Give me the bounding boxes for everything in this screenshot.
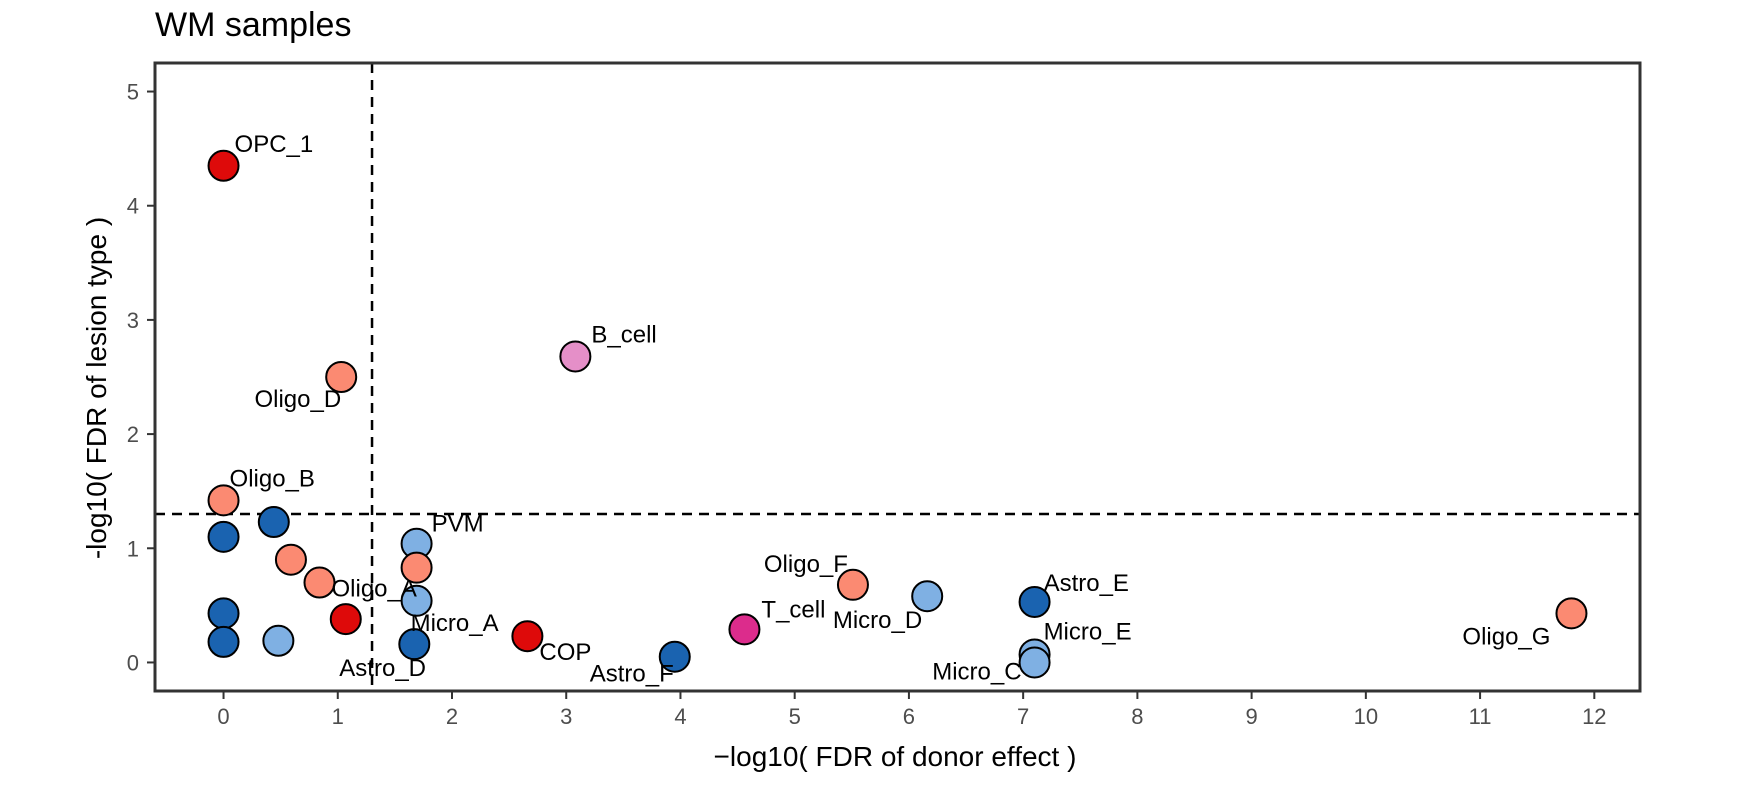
data-point xyxy=(1018,585,1051,618)
x-tick-label: 8 xyxy=(1131,704,1143,729)
data-point xyxy=(207,520,240,553)
point-label: PVM xyxy=(432,511,484,538)
data-point xyxy=(329,603,362,636)
data-point xyxy=(836,568,869,601)
point-label: B_cell xyxy=(591,321,656,348)
data-point xyxy=(207,597,240,630)
y-tick-label: 1 xyxy=(127,536,139,561)
y-tick-label: 3 xyxy=(127,308,139,333)
x-axis-label: −log10( FDR of donor effect ) xyxy=(714,741,1077,772)
data-point xyxy=(911,580,944,613)
data-point xyxy=(207,149,240,182)
point-label: T_cell xyxy=(761,596,825,623)
x-tick-label: 3 xyxy=(560,704,572,729)
point-label: Astro_D xyxy=(339,655,426,682)
plot-panel-border xyxy=(153,61,1642,693)
point-label: Micro_D xyxy=(833,607,922,634)
y-tick-label: 0 xyxy=(127,650,139,675)
x-tick-label: 5 xyxy=(789,704,801,729)
data-point xyxy=(398,628,431,661)
point-label: Oligo_F xyxy=(764,551,848,578)
data-point xyxy=(207,625,240,658)
x-tick-label: 6 xyxy=(903,704,915,729)
point-label: Micro_A xyxy=(411,610,499,637)
point-label: Oligo_G xyxy=(1462,623,1550,650)
data-point xyxy=(400,551,433,584)
x-tick-label: 11 xyxy=(1469,704,1492,729)
data-point xyxy=(274,543,307,576)
point-label: Astro_F xyxy=(590,661,674,688)
point-label: Oligo_D xyxy=(254,386,341,413)
y-tick-label: 5 xyxy=(127,80,139,105)
data-point xyxy=(303,566,336,599)
data-point xyxy=(559,340,592,373)
point-label: Micro_C xyxy=(932,658,1021,685)
point-label: Astro_E xyxy=(1044,570,1129,597)
x-tick-label: 0 xyxy=(217,704,229,729)
x-tick-label: 4 xyxy=(674,704,686,729)
data-point xyxy=(511,620,544,653)
x-tick-label: 2 xyxy=(446,704,458,729)
data-point xyxy=(658,640,691,673)
data-point xyxy=(325,361,358,393)
data-point xyxy=(262,624,295,657)
x-tick-label: 9 xyxy=(1245,704,1257,729)
point-label: Oligo_B xyxy=(230,465,315,492)
chart-title: WM samples xyxy=(155,6,351,44)
point-label: Oligo_A xyxy=(331,576,416,603)
data-point xyxy=(400,584,433,617)
x-tick-label: 7 xyxy=(1017,704,1029,729)
data-point xyxy=(207,484,240,517)
point-label: OPC_1 xyxy=(235,131,314,158)
point-label: Micro_E xyxy=(1044,618,1132,645)
point-label: COP xyxy=(539,639,591,666)
data-point xyxy=(1555,597,1588,630)
x-tick-label: 12 xyxy=(1582,704,1606,729)
y-tick-label: 2 xyxy=(127,422,139,447)
data-point xyxy=(257,506,290,539)
y-axis-label: -log10( FDR of lesion type ) xyxy=(81,217,112,559)
data-point xyxy=(1018,646,1051,679)
x-tick-label: 10 xyxy=(1354,704,1378,729)
data-point xyxy=(728,613,761,646)
y-tick-label: 4 xyxy=(127,194,139,219)
x-tick-label: 1 xyxy=(332,704,344,729)
